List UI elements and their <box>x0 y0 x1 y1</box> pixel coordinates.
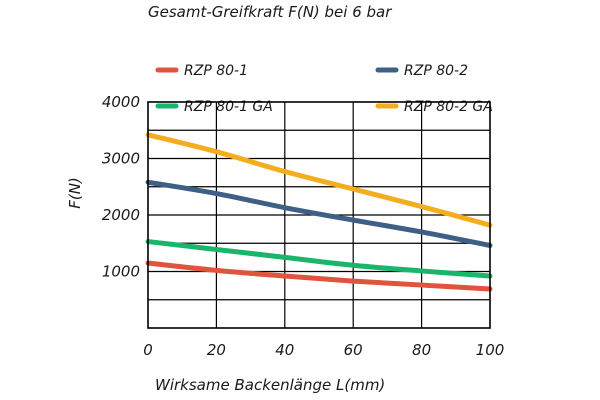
y-axis-label: F(N) <box>66 177 84 209</box>
x-tick-label: 80 <box>412 341 431 359</box>
plot-frame <box>147 101 491 329</box>
x-tick-label: 100 <box>476 341 505 359</box>
x-axis-ticks: 0 20 40 60 80 100 <box>143 341 504 359</box>
y-tick-label: 1000 <box>102 263 140 281</box>
x-tick-label: 40 <box>275 341 294 359</box>
chart-title: Gesamt-Greifkraft F(N) bei 6 bar <box>148 3 392 21</box>
legend: RZP 80-1 RZP 80-2 RZP 80-1 GA RZP 80-2 GA <box>155 63 493 115</box>
x-tick-label: 0 <box>143 341 153 359</box>
y-tick-label: 3000 <box>102 150 140 168</box>
series-line <box>145 132 493 228</box>
y-axis-ticks: 1000 2000 3000 4000 <box>102 93 140 281</box>
x-axis-label: Wirksame Backenlänge L(mm) <box>155 376 385 394</box>
legend-label: RZP 80-2 <box>404 63 468 79</box>
x-tick-label: 20 <box>207 341 226 359</box>
y-tick-label: 4000 <box>102 93 140 111</box>
legend-label: RZP 80-1 GA <box>184 99 273 115</box>
series-line <box>145 179 493 249</box>
legend-label: RZP 80-2 GA <box>404 99 493 115</box>
y-tick-label: 2000 <box>102 206 140 224</box>
grid <box>148 102 490 328</box>
series-lines <box>145 132 493 292</box>
series-line <box>145 239 493 279</box>
x-tick-label: 60 <box>344 341 363 359</box>
legend-label: RZP 80-1 <box>184 63 248 79</box>
series-line <box>145 260 493 292</box>
